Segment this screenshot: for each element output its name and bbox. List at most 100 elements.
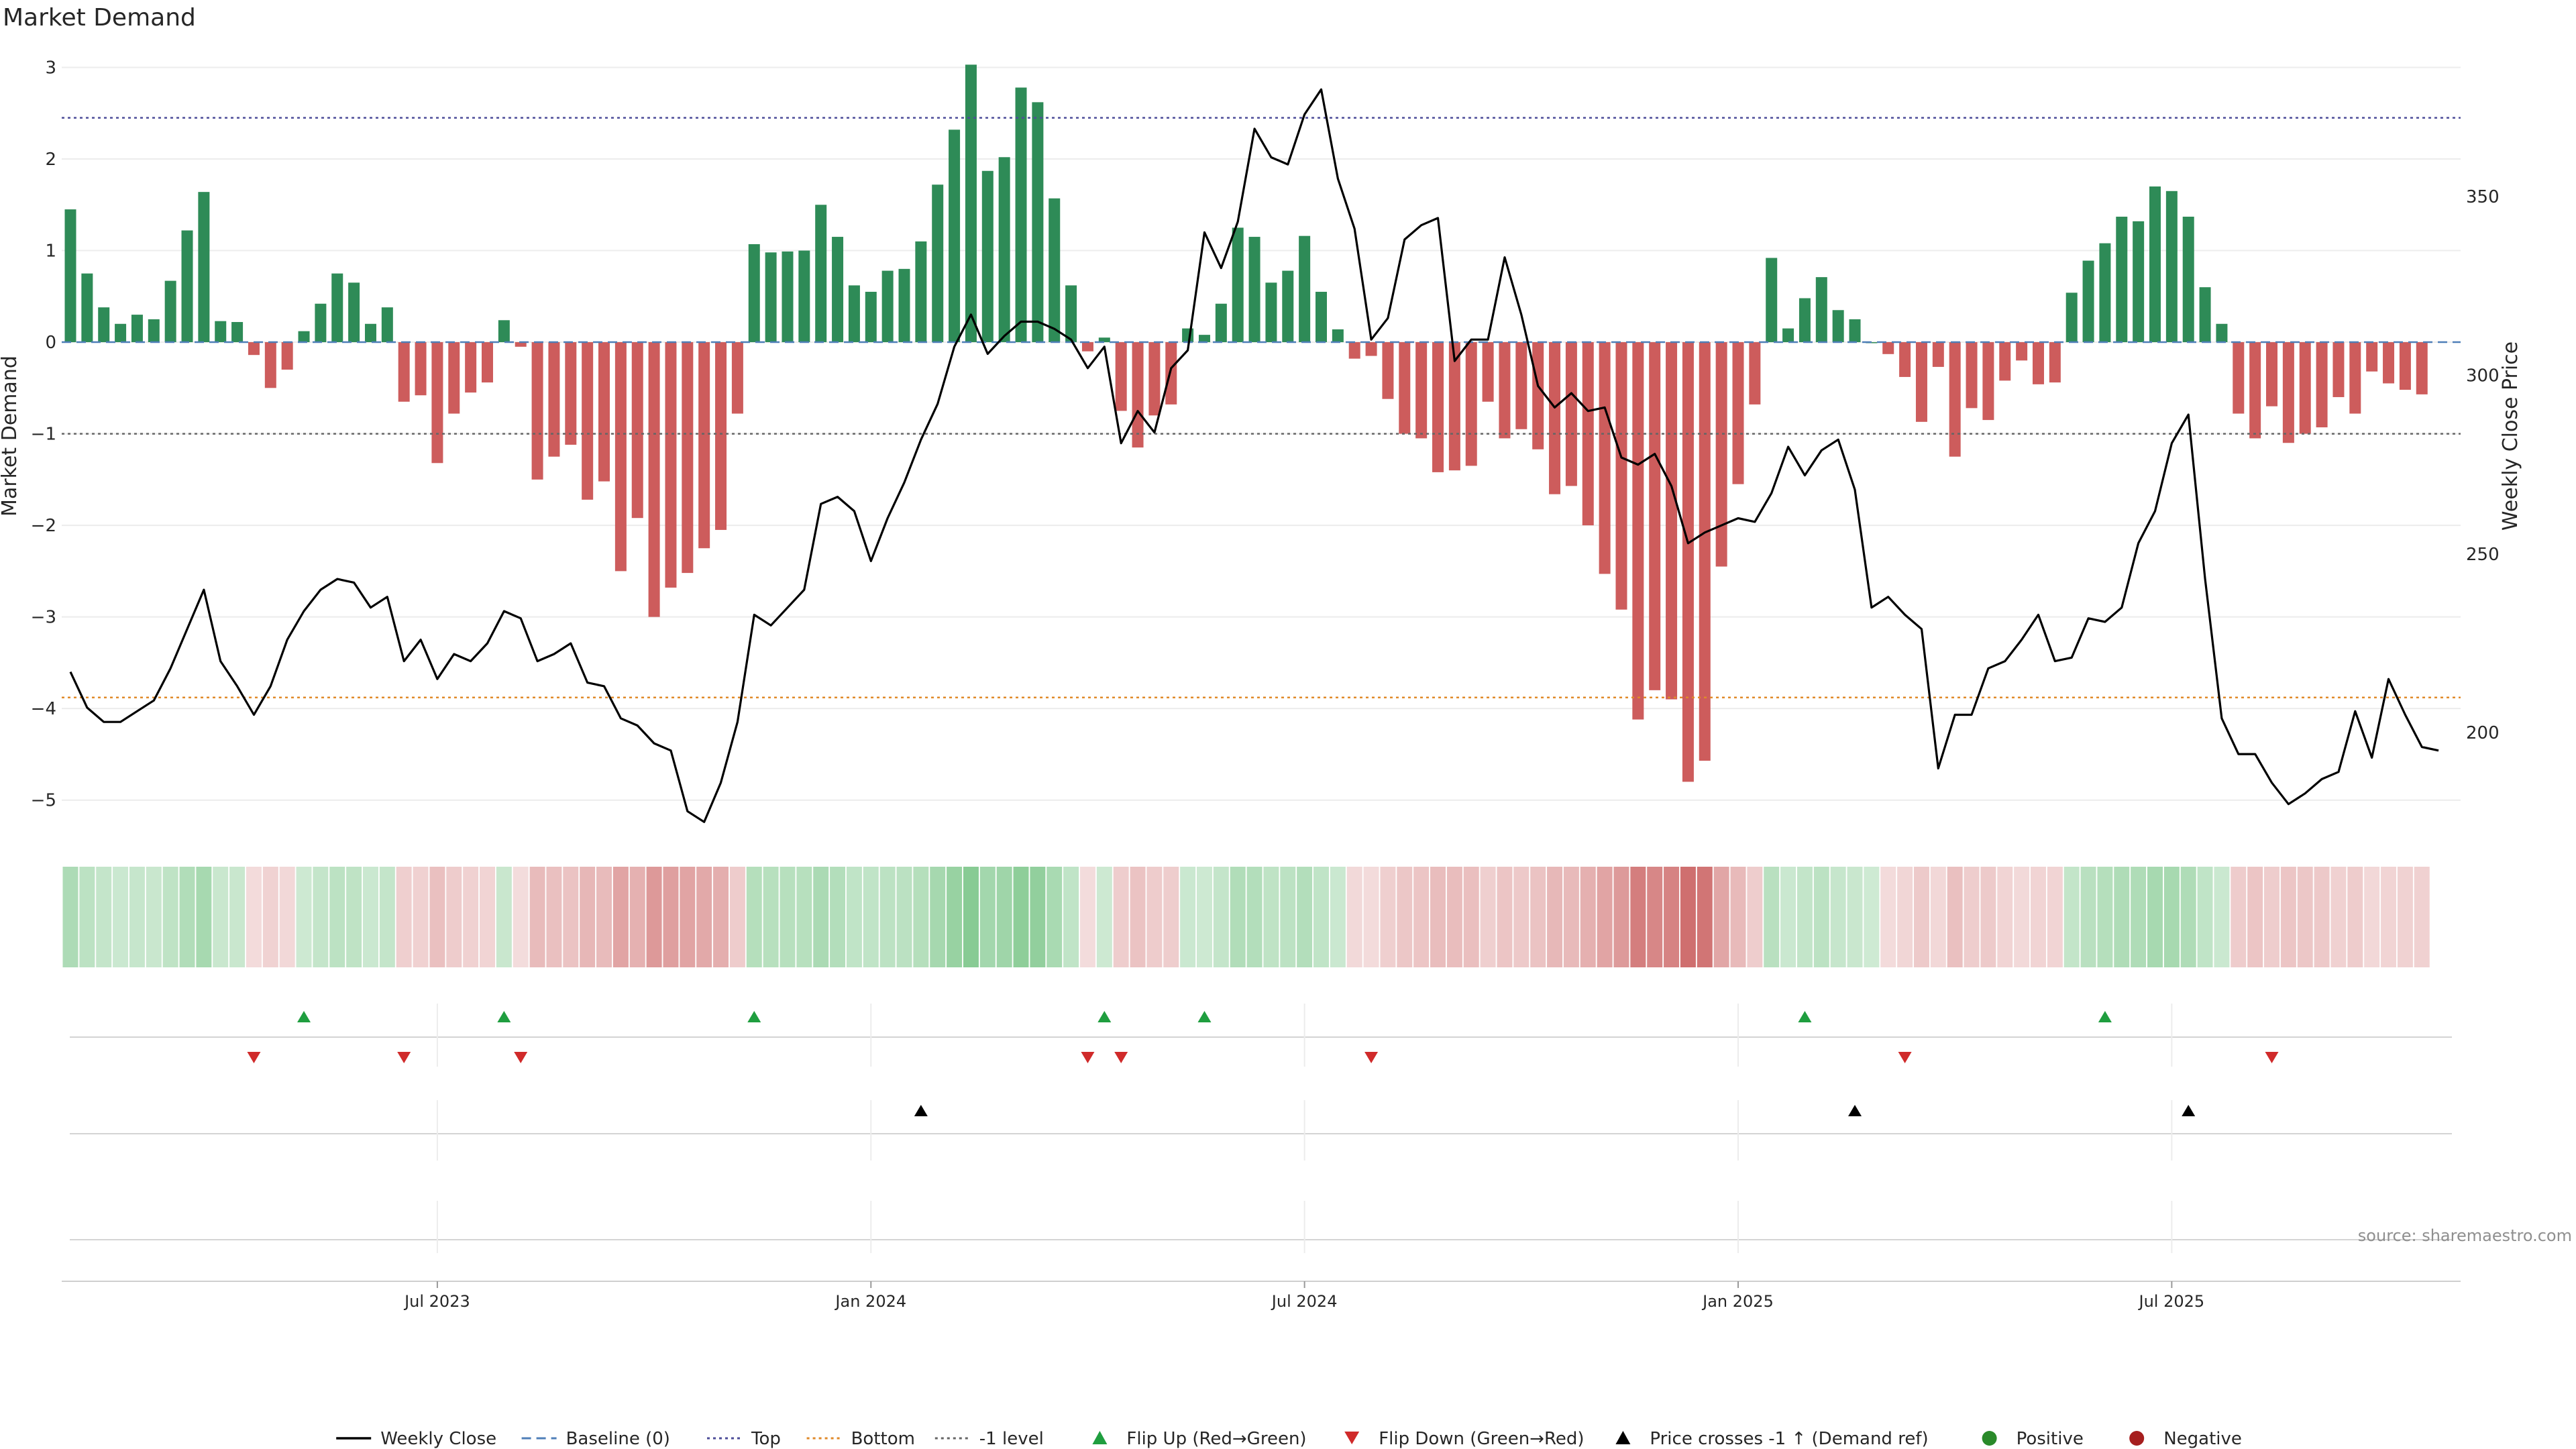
heat-cell — [1096, 867, 1112, 967]
flip-down-marker — [247, 1052, 261, 1063]
x-tick-label: Jan 2025 — [1701, 1292, 1774, 1311]
demand-bar — [1499, 342, 1511, 439]
price-cross-marker — [914, 1105, 928, 1116]
y-tick-label-left: 3 — [45, 58, 56, 78]
demand-bar — [98, 307, 110, 343]
demand-bar — [1565, 342, 1577, 486]
legend-label: -1 level — [979, 1429, 1044, 1449]
legend-symbol-circle — [1982, 1431, 1997, 1446]
demand-bar — [1348, 342, 1360, 359]
heat-cell — [2097, 867, 2113, 967]
y-tick-label-left: −1 — [31, 425, 56, 445]
demand-bar — [582, 342, 594, 500]
demand-bar — [1682, 342, 1694, 782]
demand-bar — [2065, 292, 2078, 343]
heat-cell — [1547, 867, 1563, 967]
heat-cell — [2297, 867, 2313, 967]
heat-cell — [1430, 867, 1446, 967]
heat-cell — [713, 867, 729, 967]
legend-symbol-triangle-up — [1615, 1431, 1631, 1444]
heat-cell — [1363, 867, 1379, 967]
demand-bar — [1382, 342, 1394, 399]
demand-bar — [1248, 237, 1260, 343]
heat-cell — [1897, 867, 1913, 967]
heat-cell — [2264, 867, 2280, 967]
demand-bar — [1198, 335, 1210, 343]
demand-bar — [1165, 342, 1177, 405]
heat-cell — [696, 867, 712, 967]
demand-bar — [2016, 342, 2028, 361]
legend-label: Top — [751, 1429, 781, 1449]
demand-bar — [1749, 342, 1761, 405]
legend-label: Weekly Close — [380, 1429, 496, 1449]
chart-title: Market Demand — [3, 4, 196, 32]
heat-cell — [563, 867, 579, 967]
flip-down-marker — [514, 1052, 528, 1063]
heat-cell — [1346, 867, 1362, 967]
demand-bar — [1032, 102, 1044, 343]
demand-bar — [231, 322, 244, 343]
heat-cell — [2314, 867, 2330, 967]
heat-cell — [1213, 867, 1229, 967]
price-cross-marker — [2182, 1105, 2196, 1116]
y-tick-label-left: −3 — [31, 608, 56, 628]
heat-cell — [546, 867, 562, 967]
demand-bar — [2216, 323, 2228, 343]
demand-bar — [2182, 217, 2194, 343]
demand-bar — [1949, 342, 1961, 457]
heat-cell — [2231, 867, 2247, 967]
demand-bar — [1282, 270, 1294, 343]
flip-up-marker — [1097, 1011, 1112, 1022]
demand-bar — [1365, 342, 1377, 356]
x-tick-label: Jul 2024 — [1271, 1292, 1338, 1311]
demand-bar — [998, 157, 1010, 343]
heat-cell — [1313, 867, 1329, 967]
demand-bar — [2332, 342, 2345, 397]
x-tick-label: Jan 2024 — [834, 1292, 906, 1311]
heat-cell — [1697, 867, 1713, 967]
heat-cell — [196, 867, 212, 967]
demand-bar — [498, 320, 510, 343]
heat-cell — [1330, 867, 1346, 967]
heat-cell — [1713, 867, 1729, 967]
heat-cell — [329, 867, 345, 967]
demand-bar — [482, 342, 493, 383]
demand-bar — [115, 323, 127, 343]
heat-cell — [729, 867, 745, 967]
flip-up-marker — [2098, 1011, 2112, 1022]
demand-bar — [1982, 342, 1994, 421]
demand-bar — [381, 307, 393, 343]
heat-cell — [279, 867, 295, 967]
demand-bar — [848, 285, 860, 343]
legend-label: Negative — [2163, 1429, 2242, 1449]
heat-cell — [262, 867, 278, 967]
heat-cell — [79, 867, 95, 967]
heat-cell — [963, 867, 979, 967]
y-tick-label-left: 1 — [45, 241, 56, 262]
y-axis-label-left: Market Demand — [0, 356, 21, 517]
weekly-close-line — [69, 88, 2439, 823]
heat-cell — [2080, 867, 2096, 967]
demand-bar — [1448, 342, 1460, 471]
heat-cell — [179, 867, 195, 967]
heat-cell — [1030, 867, 1046, 967]
flip-down-marker — [1114, 1052, 1128, 1063]
heat-cell — [1013, 867, 1029, 967]
flip-down-marker — [1364, 1052, 1379, 1063]
heat-cell — [1830, 867, 1846, 967]
demand-bar — [1148, 342, 1161, 416]
demand-bar — [315, 303, 327, 343]
demand-bar — [614, 342, 627, 572]
heat-cell — [629, 867, 645, 967]
heat-cell — [1613, 867, 1629, 967]
flip-up-marker — [747, 1011, 761, 1022]
demand-bar — [965, 64, 977, 343]
heat-cell — [1730, 867, 1746, 967]
heat-cell — [1280, 867, 1296, 967]
heat-cell — [830, 867, 846, 967]
heat-cell — [580, 867, 596, 967]
demand-bar — [1182, 328, 1194, 343]
heat-cell — [1647, 867, 1663, 967]
demand-bar — [264, 342, 276, 388]
heat-cell — [1680, 867, 1696, 967]
